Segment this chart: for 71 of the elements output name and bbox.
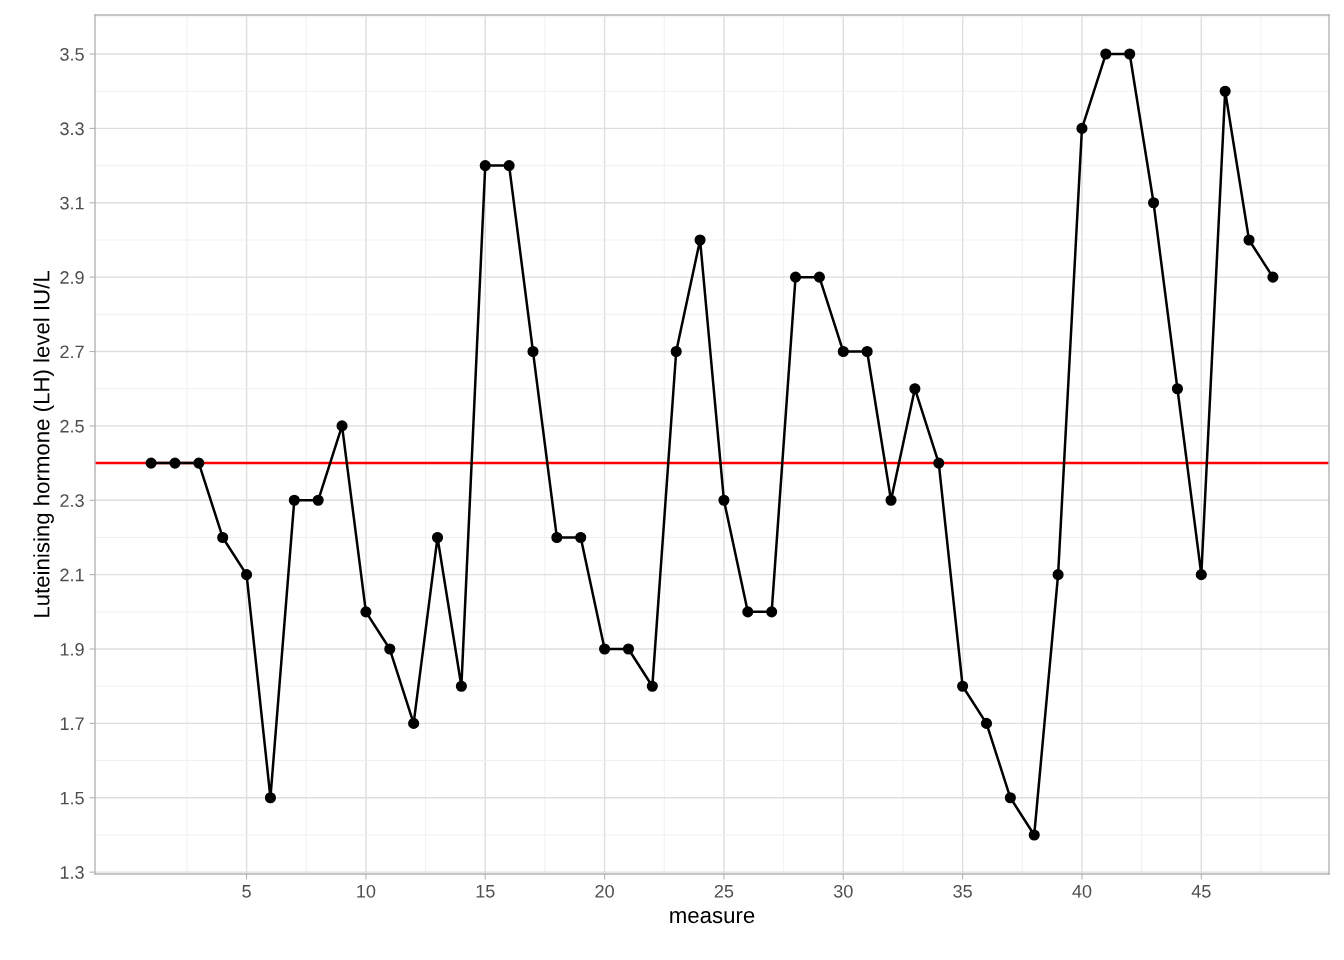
- point: [408, 717, 420, 729]
- point: [551, 531, 563, 544]
- point: [1076, 122, 1088, 134]
- x-tick-label: 15: [476, 885, 495, 898]
- x-axis-title: measure: [670, 910, 755, 924]
- point: [336, 420, 348, 432]
- point: [193, 457, 205, 469]
- point: [861, 345, 873, 358]
- point: [455, 680, 467, 692]
- point: [766, 606, 778, 618]
- y-tick-label: 1.3: [60, 866, 84, 879]
- y-tick-label: 2.5: [60, 419, 84, 433]
- y-tick-label: 2.7: [60, 345, 84, 359]
- point: [241, 569, 253, 581]
- x-tick-label: 20: [595, 884, 614, 898]
- point: [957, 680, 969, 692]
- point: [479, 160, 491, 172]
- point: [1004, 792, 1016, 804]
- y-tick-label: 1.7: [60, 717, 84, 730]
- point: [169, 457, 181, 469]
- x-tick-label: 25: [714, 884, 734, 898]
- point: [885, 494, 897, 506]
- point: [575, 531, 587, 544]
- point: [145, 457, 157, 469]
- point: [933, 457, 945, 469]
- y-tick-label: 3.3: [60, 122, 84, 136]
- point: [312, 494, 324, 506]
- point: [360, 606, 372, 618]
- point: [789, 271, 802, 283]
- point: [1100, 48, 1112, 60]
- y-tick-label: 2.1: [60, 568, 84, 582]
- point: [909, 383, 921, 395]
- point: [1219, 85, 1231, 97]
- point: [837, 345, 849, 358]
- point: [1171, 383, 1183, 395]
- point: [1028, 829, 1040, 841]
- x-tick-label: 45: [1191, 885, 1211, 898]
- y-tick-label: 1.9: [60, 642, 84, 656]
- point: [1124, 48, 1136, 60]
- y-tick-label: 2.9: [60, 271, 84, 284]
- point: [980, 717, 993, 729]
- point: [670, 345, 682, 358]
- point: [264, 792, 276, 804]
- y-tick-label: 2.3: [60, 494, 84, 507]
- point: [527, 345, 539, 358]
- point: [384, 643, 396, 655]
- point: [1195, 569, 1207, 581]
- point: [646, 680, 658, 692]
- point: [599, 643, 611, 655]
- y-tick-label: 1.5: [60, 791, 84, 805]
- point: [288, 494, 300, 506]
- x-tick-label: 40: [1072, 884, 1092, 898]
- point: [503, 160, 515, 172]
- point: [813, 271, 825, 283]
- point: [1148, 197, 1160, 209]
- x-tick-label: 5: [242, 885, 251, 898]
- y-tick-label: 3.5: [60, 47, 84, 61]
- point: [1052, 569, 1064, 581]
- x-tick-label: 30: [833, 884, 853, 898]
- y-tick-label: 3.1: [60, 196, 84, 210]
- point: [622, 643, 635, 655]
- point: [694, 234, 706, 246]
- point: [431, 531, 444, 544]
- x-tick-label: 10: [357, 884, 376, 898]
- point: [1267, 271, 1279, 283]
- point: [742, 606, 754, 618]
- x-tick-label: 35: [953, 884, 972, 898]
- point: [718, 494, 730, 506]
- point: [217, 531, 229, 544]
- point: [1243, 234, 1255, 246]
- y-axis-title: Luteinising hormone (LH) level IU/L: [33, 271, 54, 617]
